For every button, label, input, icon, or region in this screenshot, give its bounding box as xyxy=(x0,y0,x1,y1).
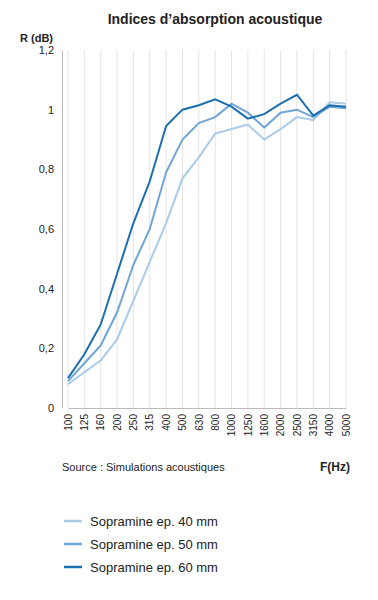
x-tick: 500 xyxy=(177,408,188,431)
grid-line xyxy=(313,50,314,408)
grid-line xyxy=(133,50,134,408)
legend-item: Sopramine ep. 50 mm xyxy=(64,537,218,552)
y-tick: 1 xyxy=(48,104,62,116)
y-tick-label: 0 xyxy=(48,402,54,414)
y-tick-label: 0,6 xyxy=(39,223,54,235)
x-tick: 400 xyxy=(161,408,172,431)
x-tick: 4000 xyxy=(324,408,335,436)
x-tick: 2500 xyxy=(292,408,303,436)
y-tick-label: 0,2 xyxy=(39,342,54,354)
y-axis: 0 0,2 0,4 0,6 0,8 1 1,2 xyxy=(39,44,63,414)
x-axis-line xyxy=(69,408,347,409)
x-tick: 3150 xyxy=(308,408,319,436)
grid-line xyxy=(215,50,216,408)
y-axis-title: R (dB) xyxy=(20,32,53,44)
grid-line xyxy=(296,50,297,408)
y-tick-label: 1,2 xyxy=(39,44,54,56)
y-tick: 0,4 xyxy=(39,283,62,295)
x-tick: 125 xyxy=(79,408,90,431)
y-tick-label: 0,4 xyxy=(39,283,54,295)
x-tick: 250 xyxy=(128,408,139,431)
legend-label: Sopramine ep. 50 mm xyxy=(90,537,218,552)
chart: Indices d’absorption acoustique R (dB) 0 0,… xyxy=(0,0,378,600)
grid xyxy=(68,50,346,408)
x-tick-label: 250 xyxy=(128,414,139,431)
x-tick: 1000 xyxy=(226,408,237,436)
x-tick-label: 5000 xyxy=(341,414,352,437)
x-tick-label: 4000 xyxy=(324,414,335,437)
x-axis: 100 125 160 200 250 315 400 500 630 800 1000 1250 16… xyxy=(63,408,352,436)
y-tick-label: 1 xyxy=(48,104,54,116)
x-tick-label: 1000 xyxy=(226,414,237,437)
x-tick-label: 200 xyxy=(112,414,123,431)
x-tick: 100 xyxy=(63,408,74,431)
y-tick: 1,2 xyxy=(39,44,62,56)
legend-label: Sopramine ep. 40 mm xyxy=(90,514,218,529)
x-axis-title: F(Hz) xyxy=(320,460,350,474)
y-tick-label: 0,8 xyxy=(39,163,54,175)
x-tick: 1600 xyxy=(259,408,270,436)
x-tick: 5000 xyxy=(341,408,352,436)
x-tick-label: 3150 xyxy=(308,414,319,437)
x-tick-label: 100 xyxy=(63,414,74,431)
x-tick-label: 160 xyxy=(95,414,106,431)
x-tick: 800 xyxy=(210,408,221,431)
legend-label: Sopramine ep. 60 mm xyxy=(90,560,218,575)
grid-line xyxy=(100,50,101,408)
source: Source : Simulations acoustiques xyxy=(62,461,225,473)
x-tick: 200 xyxy=(112,408,123,431)
legend-swatch xyxy=(64,543,82,546)
y-tick: 0,2 xyxy=(39,342,62,354)
grid-line xyxy=(198,50,199,408)
legend: Sopramine ep. 40 mm Sopramine ep. 50 mm So… xyxy=(64,514,218,575)
y-tick: 0 xyxy=(48,402,62,414)
x-tick-label: 800 xyxy=(210,414,221,431)
y-axis-line xyxy=(62,51,63,409)
legend-swatch xyxy=(64,520,82,523)
x-tick-label: 2000 xyxy=(275,414,286,437)
x-tick-label: 1600 xyxy=(259,414,270,437)
y-tick: 0,8 xyxy=(39,163,62,175)
x-tick-label: 1250 xyxy=(243,414,254,437)
grid-line xyxy=(68,50,69,408)
series-line xyxy=(68,104,346,381)
x-tick: 2000 xyxy=(275,408,286,436)
x-tick-label: 400 xyxy=(161,414,172,431)
x-tick-label: 315 xyxy=(144,414,155,431)
x-tick: 160 xyxy=(95,408,106,431)
series-line xyxy=(68,102,346,384)
x-tick-label: 125 xyxy=(79,414,90,431)
x-tick-label: 630 xyxy=(194,414,205,431)
series-line xyxy=(68,95,346,378)
legend-swatch xyxy=(64,566,82,569)
y-tick: 0,6 xyxy=(39,223,62,235)
lines xyxy=(68,95,346,384)
x-tick: 1250 xyxy=(243,408,254,436)
legend-item: Sopramine ep. 60 mm xyxy=(64,560,218,575)
x-tick: 630 xyxy=(194,408,205,431)
grid-line xyxy=(182,50,183,408)
x-tick: 315 xyxy=(144,408,155,431)
x-tick-label: 2500 xyxy=(292,414,303,437)
x-tick-label: 500 xyxy=(177,414,188,431)
grid-line xyxy=(247,50,248,408)
title: Indices d’absorption acoustique xyxy=(108,11,323,27)
grid-line xyxy=(166,50,167,408)
legend-item: Sopramine ep. 40 mm xyxy=(64,514,218,529)
grid-line xyxy=(264,50,265,408)
grid-line xyxy=(117,50,118,408)
